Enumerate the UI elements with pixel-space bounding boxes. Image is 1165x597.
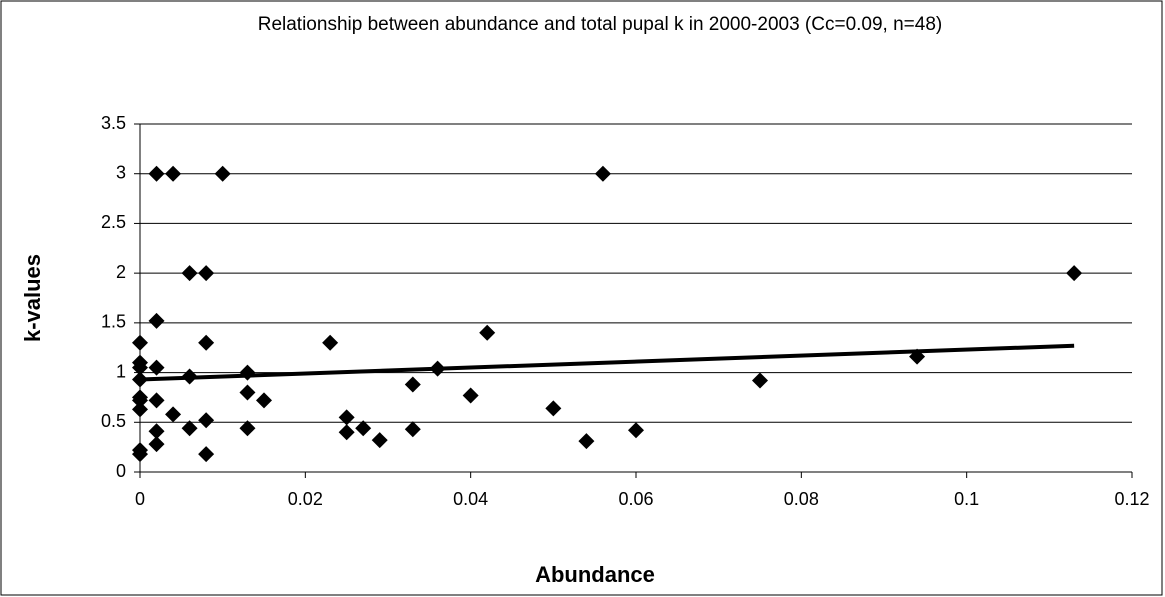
x-tick-label: 0: [135, 489, 145, 509]
point: [148, 165, 165, 182]
point: [594, 165, 611, 182]
point: [214, 165, 231, 182]
point: [338, 424, 355, 441]
y-tick-label: 2: [116, 262, 126, 282]
point: [181, 265, 198, 282]
point: [198, 334, 215, 351]
point: [148, 392, 165, 409]
y-tick-label: 2.5: [101, 212, 126, 232]
point: [1066, 265, 1083, 282]
point: [132, 392, 148, 409]
point: [148, 423, 165, 440]
point: [198, 412, 215, 429]
point: [165, 406, 182, 423]
point: [132, 371, 148, 388]
x-tick-label: 0.1: [954, 489, 979, 509]
x-tick-label: 0.08: [784, 489, 819, 509]
y-tick-label: 1: [116, 361, 126, 381]
point: [355, 420, 372, 437]
point: [545, 400, 562, 417]
point: [239, 420, 256, 437]
point: [628, 422, 644, 439]
point: [256, 392, 272, 409]
point: [148, 436, 165, 453]
point: [132, 446, 148, 463]
point: [404, 421, 421, 438]
point: [752, 372, 768, 389]
chart-title: Relationship between abundance and total…: [257, 14, 943, 35]
point: [132, 359, 148, 376]
point: [181, 420, 198, 437]
x-tick-label: 0.12: [1114, 489, 1149, 509]
point: [338, 409, 355, 426]
point: [181, 368, 198, 385]
x-tick-label: 0.02: [288, 489, 323, 509]
trend-line: [139, 343, 1075, 382]
point: [479, 324, 496, 341]
point: [132, 401, 148, 418]
point: [371, 432, 388, 449]
point: [322, 334, 339, 351]
y-tick-label: 3.5: [101, 113, 126, 133]
point: [198, 265, 215, 282]
y-axis-title: k-values: [20, 254, 45, 342]
x-tick-label: 0.06: [618, 489, 653, 509]
point: [429, 360, 446, 377]
point: [198, 446, 215, 463]
point: [148, 312, 165, 329]
y-tick-label: 0.5: [101, 411, 126, 431]
point: [578, 433, 595, 450]
point: [132, 334, 148, 351]
y-tick-label: 1.5: [101, 312, 126, 332]
point: [404, 376, 421, 393]
y-tick-label: 3: [116, 162, 126, 182]
point: [239, 384, 256, 401]
point: [462, 387, 479, 404]
point: [909, 348, 926, 365]
x-axis-title: Abundance: [535, 562, 655, 587]
point: [148, 359, 165, 376]
point: [165, 165, 182, 182]
point: [239, 364, 256, 381]
x-tick-label: 0.04: [453, 489, 488, 509]
y-tick-label: 0: [116, 461, 126, 481]
